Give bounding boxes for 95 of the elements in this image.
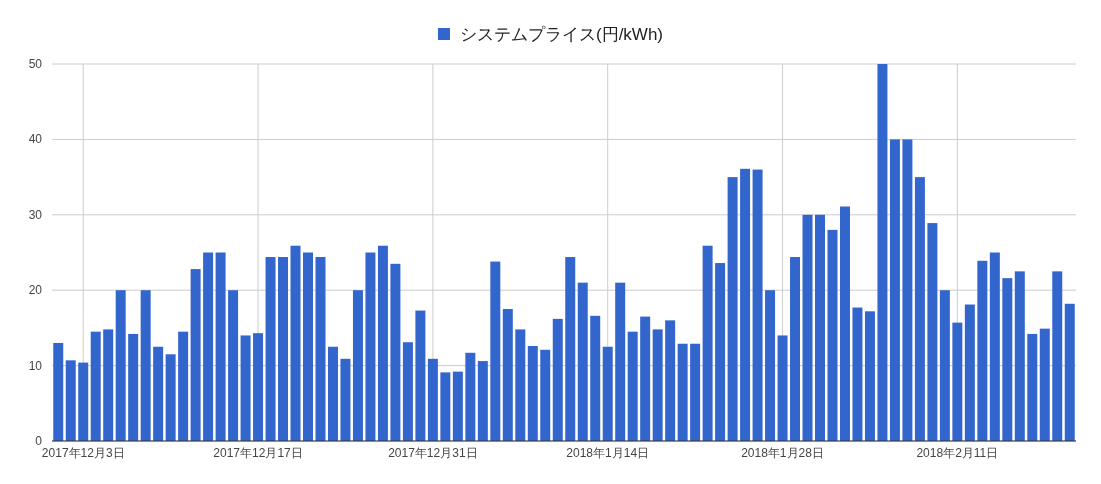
bar bbox=[590, 315, 601, 441]
bar bbox=[802, 214, 813, 441]
bar bbox=[228, 290, 239, 441]
bar bbox=[627, 331, 638, 441]
bar bbox=[902, 139, 913, 441]
bar bbox=[577, 282, 588, 441]
bar bbox=[1064, 303, 1075, 441]
y-tick-label: 30 bbox=[28, 207, 43, 222]
bar bbox=[565, 257, 576, 441]
bar bbox=[552, 318, 563, 441]
bar bbox=[827, 229, 838, 441]
bar bbox=[265, 257, 276, 441]
bar bbox=[90, 331, 101, 441]
x-tick-label: 2018年1月14日 bbox=[566, 446, 650, 460]
bar bbox=[752, 169, 763, 441]
bar bbox=[790, 257, 801, 441]
bar bbox=[815, 214, 825, 441]
bar bbox=[515, 329, 526, 441]
bar bbox=[989, 252, 1000, 441]
bar bbox=[939, 290, 950, 441]
bar bbox=[839, 206, 850, 441]
bar bbox=[490, 261, 501, 441]
bar bbox=[190, 269, 201, 441]
bar bbox=[278, 257, 289, 441]
legend: システムプライス(円/kWh) bbox=[438, 25, 663, 44]
bar bbox=[777, 335, 788, 441]
bar bbox=[203, 252, 214, 441]
bar bbox=[365, 252, 376, 441]
bar bbox=[465, 352, 476, 441]
bar bbox=[615, 282, 626, 441]
x-tick-label: 2017年12月3日 bbox=[41, 446, 125, 460]
y-tick-label: 20 bbox=[28, 283, 43, 298]
bar bbox=[927, 223, 938, 441]
bar bbox=[652, 329, 663, 441]
y-tick-label: 0 bbox=[35, 434, 43, 448]
bar bbox=[702, 245, 713, 441]
bar bbox=[502, 309, 513, 441]
bar bbox=[690, 343, 701, 441]
y-tick-label: 10 bbox=[28, 358, 43, 373]
bar bbox=[415, 310, 426, 441]
bar bbox=[765, 290, 776, 441]
bar bbox=[128, 333, 139, 441]
bar bbox=[340, 358, 351, 441]
y-tick-label: 50 bbox=[28, 57, 43, 71]
bar bbox=[153, 346, 164, 441]
bar bbox=[602, 346, 613, 441]
x-tick-label: 2018年1月28日 bbox=[741, 446, 824, 460]
bar bbox=[290, 245, 301, 441]
bar bbox=[740, 168, 751, 441]
bar bbox=[78, 362, 89, 441]
y-tick-label: 40 bbox=[28, 132, 43, 147]
bar bbox=[877, 64, 888, 441]
bar bbox=[352, 290, 363, 441]
bar bbox=[140, 290, 151, 441]
bar bbox=[677, 343, 688, 441]
bar bbox=[977, 260, 988, 441]
bar bbox=[1014, 271, 1025, 441]
bar bbox=[852, 307, 863, 441]
bar bbox=[165, 354, 176, 441]
bar bbox=[727, 177, 738, 441]
bar bbox=[327, 346, 338, 441]
bar bbox=[1027, 333, 1038, 441]
bar bbox=[864, 311, 875, 441]
bar bbox=[1002, 278, 1013, 441]
bar bbox=[452, 371, 463, 441]
bar bbox=[65, 360, 76, 441]
x-tick-label: 2017年12月31日 bbox=[388, 446, 478, 460]
bar bbox=[914, 177, 925, 441]
bar bbox=[178, 331, 189, 441]
bar bbox=[952, 322, 963, 441]
bar bbox=[377, 245, 388, 441]
bar bbox=[103, 329, 114, 441]
bar bbox=[53, 342, 64, 441]
bar bbox=[527, 346, 538, 441]
bar bbox=[240, 335, 251, 441]
x-tick-label: 2018年2月11日 bbox=[916, 446, 999, 460]
bar bbox=[253, 333, 264, 441]
bar bbox=[640, 316, 651, 441]
bar bbox=[303, 252, 313, 441]
bar bbox=[215, 252, 226, 441]
bar bbox=[427, 358, 438, 441]
bar bbox=[1052, 271, 1063, 441]
bar bbox=[440, 372, 451, 441]
bar bbox=[315, 257, 326, 441]
bar bbox=[1039, 328, 1050, 441]
bar bbox=[964, 304, 975, 441]
bar bbox=[115, 290, 126, 441]
bar bbox=[540, 349, 551, 441]
bar bbox=[665, 320, 676, 441]
x-tick-label: 2017年12月17日 bbox=[213, 446, 303, 460]
bar bbox=[402, 342, 413, 441]
bar bbox=[715, 263, 726, 441]
bar bbox=[477, 361, 488, 441]
bar bbox=[390, 263, 401, 441]
bar bbox=[889, 139, 900, 441]
